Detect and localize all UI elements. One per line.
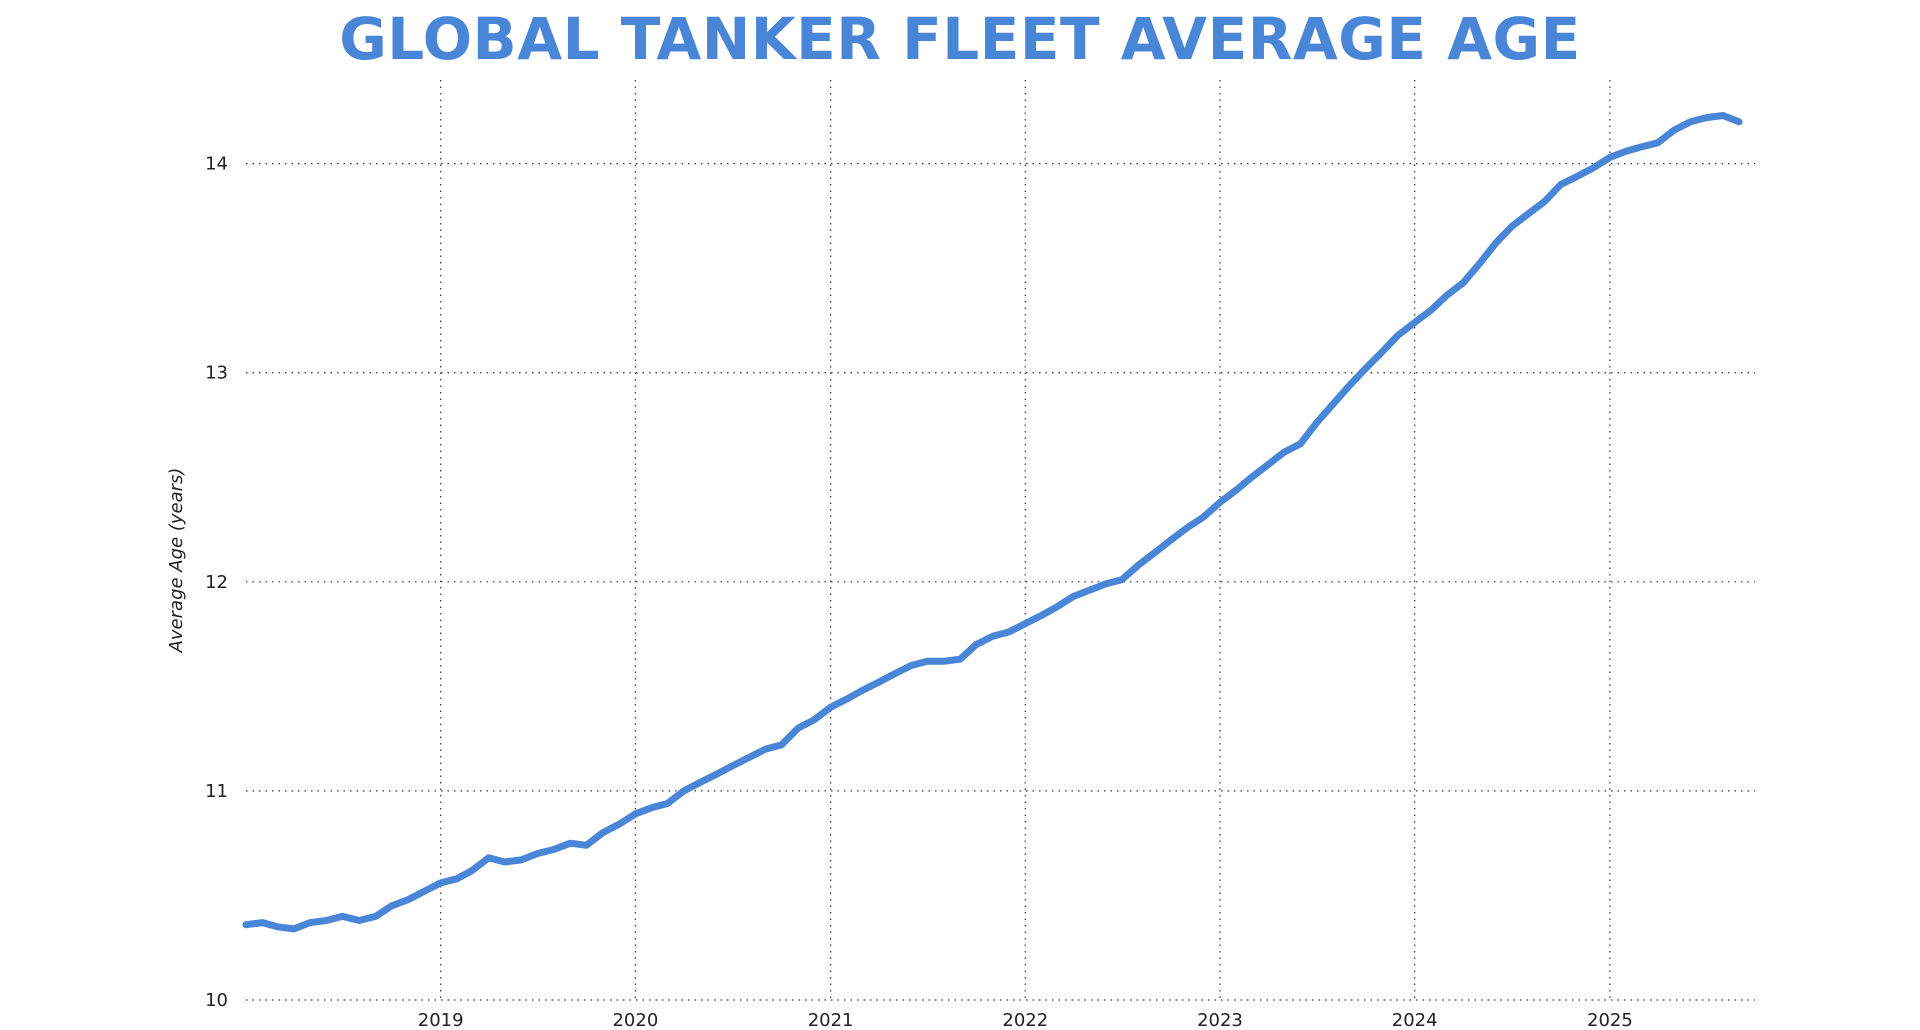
grid-layer — [246, 80, 1755, 1001]
y-tick-label: 10 — [205, 990, 228, 1011]
x-tick-label: 2021 — [808, 1010, 854, 1030]
y-tick-label: 11 — [205, 781, 228, 802]
y-axis-ticks: 10 11 12 13 14 — [205, 154, 228, 1011]
x-tick-label: 2020 — [612, 1010, 658, 1030]
x-tick-label: 2019 — [418, 1010, 464, 1030]
y-tick-label: 14 — [205, 154, 228, 175]
y-tick-label: 13 — [205, 363, 228, 384]
series-layer — [242, 112, 1743, 933]
x-tick-label: 2022 — [1002, 1010, 1048, 1030]
x-tick-label: 2025 — [1587, 1010, 1633, 1030]
series-line — [242, 112, 1743, 933]
y-tick-label: 12 — [205, 572, 228, 593]
x-tick-label: 2023 — [1197, 1010, 1243, 1030]
y-axis-label: Average Age (years) — [166, 468, 187, 654]
x-tick-label: 2024 — [1392, 1010, 1438, 1030]
chart-title: GLOBAL TANKER FLEET AVERAGE AGE — [339, 5, 1581, 73]
x-axis-ticks: 2019 2020 2021 2022 2023 2024 2025 — [418, 1010, 1633, 1030]
